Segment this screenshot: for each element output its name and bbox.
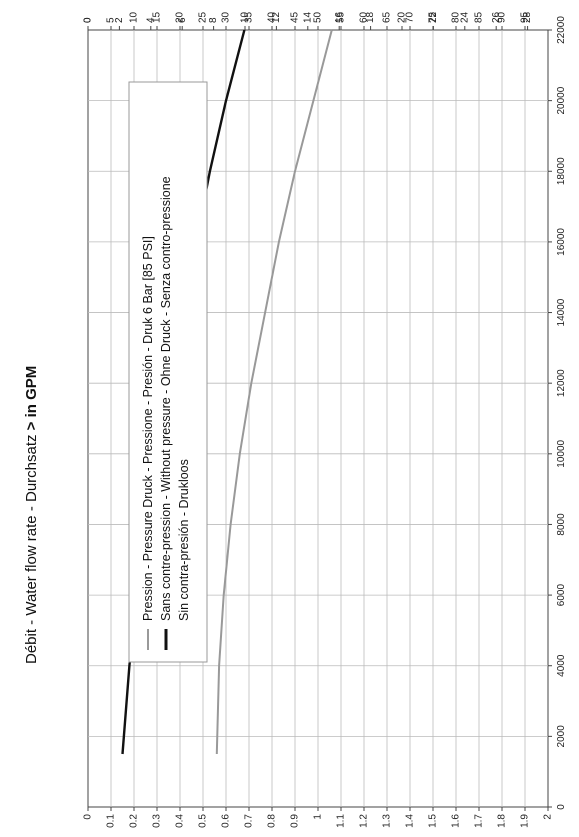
tick-label-y-0.3: 0.3 <box>152 814 163 828</box>
tick-label-x-2000: 2000 <box>556 725 567 748</box>
tick-label-top-0: 0 <box>83 17 94 23</box>
tick-label-top-20: 20 <box>175 11 186 23</box>
tick-label-y-0.7: 0.7 <box>244 814 255 828</box>
tick-label-right-28: 28 <box>522 11 533 23</box>
tick-label-right-8: 8 <box>208 17 219 23</box>
tick-label-top-60: 60 <box>359 11 370 23</box>
chart-title-prefix: Débit - Water flow rate - Durchsatz <box>23 430 40 664</box>
tick-label-top-65: 65 <box>382 11 393 23</box>
tick-label-x-4000: 4000 <box>556 654 567 677</box>
tick-label-top-35: 35 <box>244 11 255 23</box>
tick-label-right-20: 20 <box>397 11 408 23</box>
tick-label-y-1.8: 1.8 <box>497 814 508 828</box>
tick-label-right-10: 10 <box>240 11 251 23</box>
tick-label-top-50: 50 <box>313 11 324 23</box>
tick-label-x-16000: 16000 <box>556 228 567 256</box>
tick-label-y-1.6: 1.6 <box>451 814 462 828</box>
tick-label-y-1.1: 1.1 <box>336 814 347 828</box>
tick-label-right-0: 0 <box>83 17 94 23</box>
tick-label-x-20000: 20000 <box>556 86 567 114</box>
tick-layer: 0200040006000800010000120001400016000180… <box>83 11 567 827</box>
tick-label-y-1: 1 <box>313 814 324 820</box>
tick-label-x-10000: 10000 <box>556 439 567 467</box>
tick-label-top-5: 5 <box>106 17 117 23</box>
tick-label-y-0.6: 0.6 <box>221 814 232 828</box>
tick-label-y-1.3: 1.3 <box>382 814 393 828</box>
tick-label-y-0.2: 0.2 <box>129 814 140 828</box>
tick-label-top-40: 40 <box>267 11 278 23</box>
tick-label-top-45: 45 <box>290 11 301 23</box>
tick-label-top-85: 85 <box>474 11 485 23</box>
series-line-0 <box>215 29 333 755</box>
tick-label-y-0.8: 0.8 <box>267 814 278 828</box>
legend-label-pressure: Pression - Pressure Druck - Pressione - … <box>141 236 155 621</box>
legend-label-no-pressure-line2: Sin contra-presión - Drukloos <box>177 459 191 621</box>
tick-label-x-12000: 12000 <box>556 369 567 397</box>
tick-label-right-12: 12 <box>271 11 282 23</box>
tick-label-top-15: 15 <box>152 11 163 23</box>
tick-label-right-6: 6 <box>177 17 188 23</box>
tick-label-x-8000: 8000 <box>556 513 567 536</box>
tick-label-right-14: 14 <box>302 11 313 23</box>
tick-label-x-0: 0 <box>556 804 567 810</box>
tick-label-y-1.9: 1.9 <box>520 814 531 828</box>
tick-label-top-25: 25 <box>198 11 209 23</box>
tick-label-top-70: 70 <box>405 11 416 23</box>
tick-label-x-18000: 18000 <box>556 157 567 185</box>
tick-label-y-0.4: 0.4 <box>175 814 186 828</box>
tick-label-top-55: 55 <box>336 11 347 23</box>
tick-label-y-1.5: 1.5 <box>428 814 439 828</box>
tick-label-y-2: 2 <box>543 814 554 820</box>
tick-label-x-6000: 6000 <box>556 584 567 607</box>
tick-label-top-95: 95 <box>520 11 531 23</box>
tick-label-y-0: 0 <box>83 814 94 820</box>
tick-label-y-0.5: 0.5 <box>198 814 209 828</box>
legend-label-no-pressure: Sans contre-pression - Without pressure … <box>159 176 173 621</box>
tick-label-top-75: 75 <box>428 11 439 23</box>
tick-label-y-0.1: 0.1 <box>106 814 117 828</box>
tick-label-y-1.4: 1.4 <box>405 814 416 828</box>
tick-label-right-26: 26 <box>491 11 502 23</box>
tick-label-x-22000: 22000 <box>556 16 567 44</box>
tick-label-top-80: 80 <box>451 11 462 23</box>
tick-label-right-4: 4 <box>145 17 156 23</box>
tick-label-right-22: 22 <box>428 11 439 23</box>
tick-label-right-18: 18 <box>365 11 376 23</box>
chart-title-suffix: > in GPM <box>23 366 40 431</box>
tick-label-right-16: 16 <box>334 11 345 23</box>
chart-title: Débit - Water flow rate - Durchsatz > in… <box>23 366 40 664</box>
tick-label-right-24: 24 <box>459 11 470 23</box>
tick-label-y-0.9: 0.9 <box>290 814 301 828</box>
tick-label-top-90: 90 <box>497 11 508 23</box>
tick-label-y-1.2: 1.2 <box>359 814 370 828</box>
legend-box <box>128 81 208 663</box>
tick-label-top-10: 10 <box>129 11 140 23</box>
tick-label-x-14000: 14000 <box>556 298 567 326</box>
legend: Pression - Pressure Druck - Pressione - … <box>128 81 208 663</box>
tick-label-y-1.7: 1.7 <box>474 814 485 828</box>
tick-label-right-2: 2 <box>114 17 125 23</box>
tick-label-top-30: 30 <box>221 11 232 23</box>
